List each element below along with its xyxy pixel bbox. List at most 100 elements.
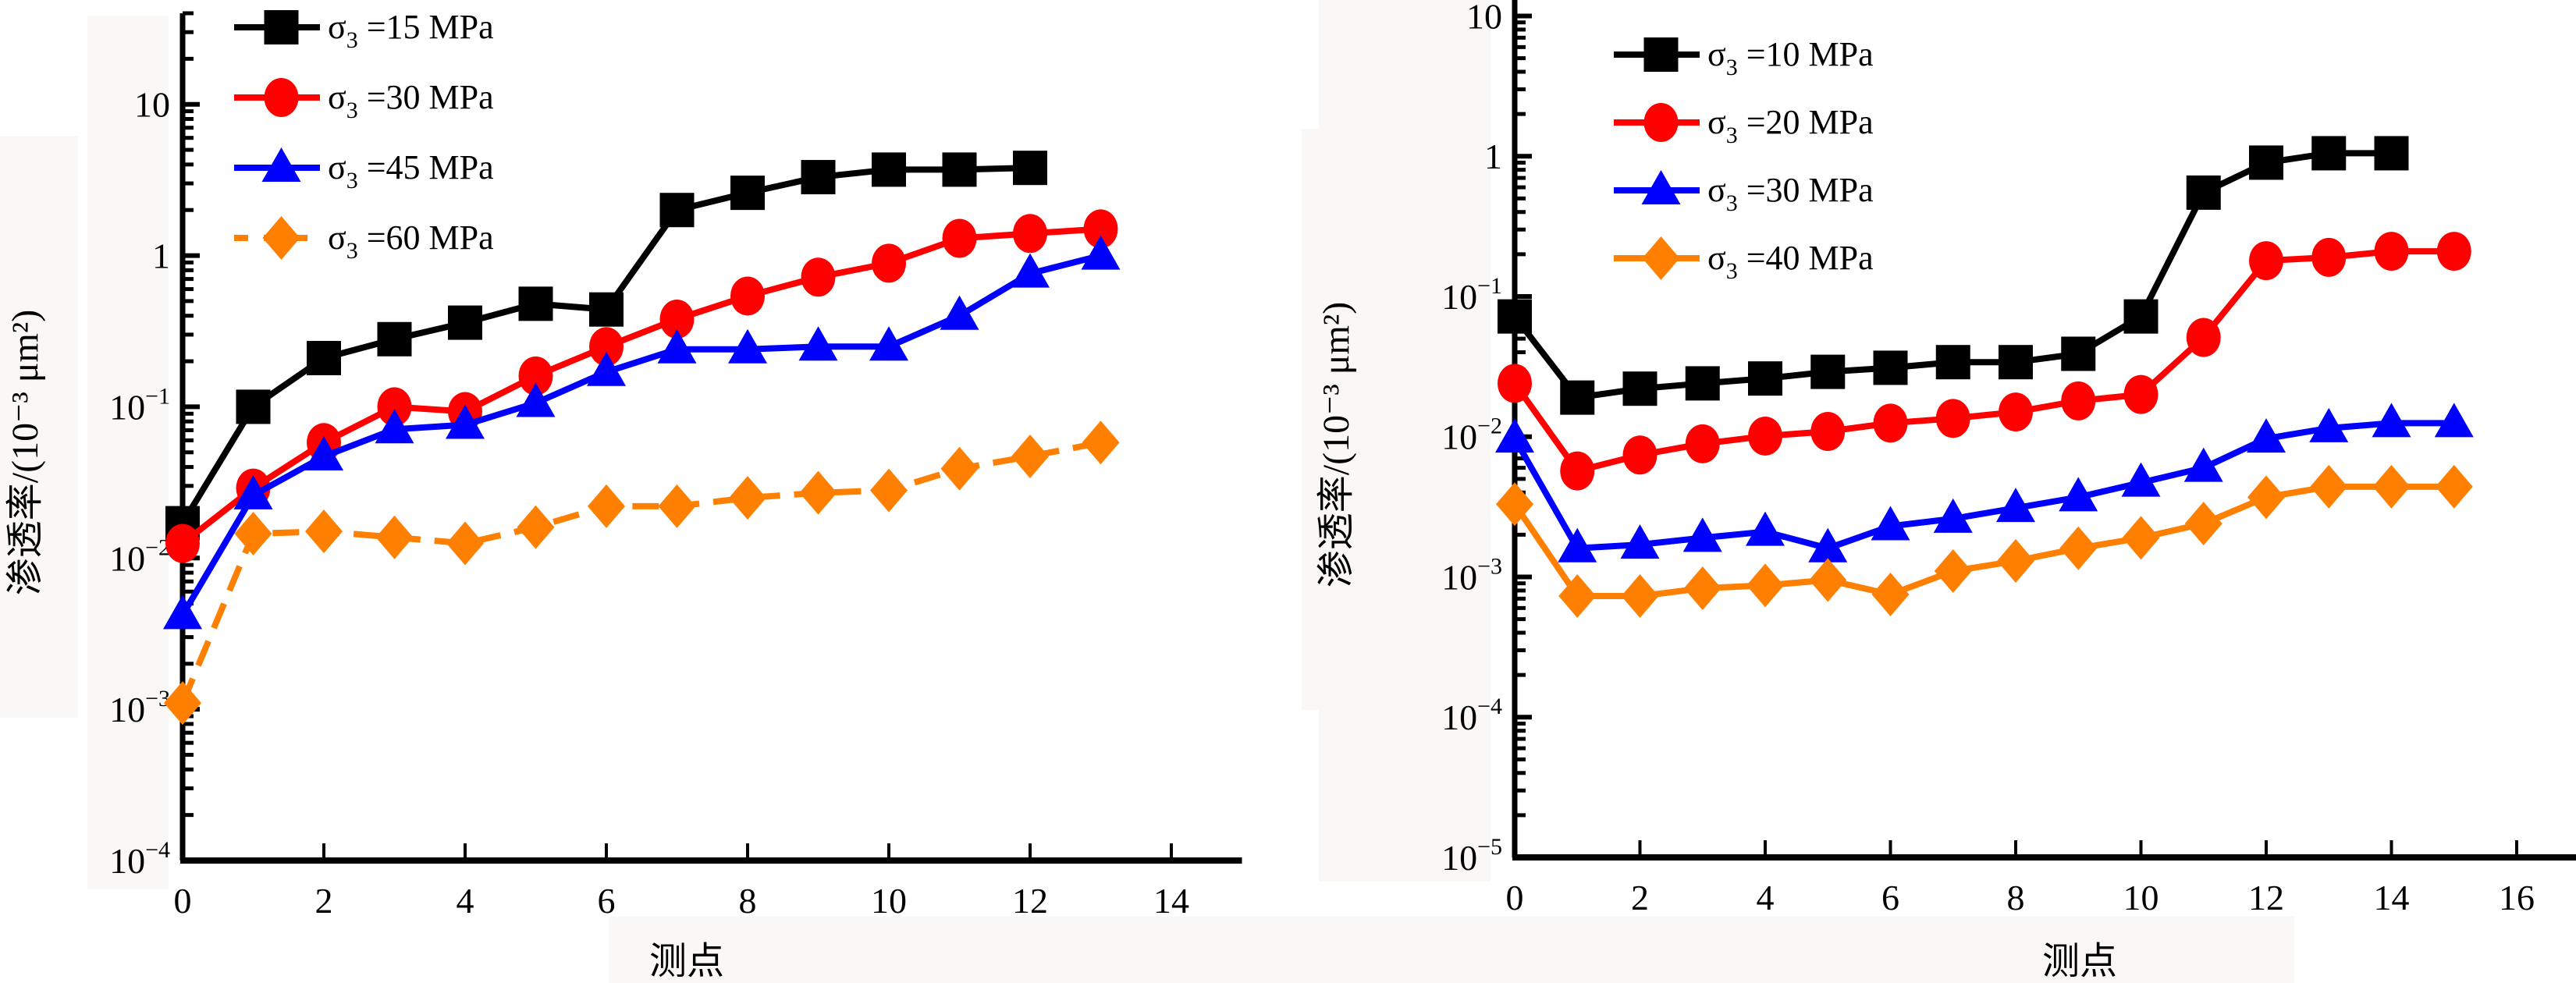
legend-marker — [262, 216, 300, 260]
data-point — [446, 404, 485, 439]
data-point — [2247, 475, 2285, 520]
y-axis-title: 渗透率/(10⁻³ μm²) — [1316, 302, 1357, 588]
data-point — [2372, 403, 2411, 438]
data-point — [2061, 381, 2096, 421]
data-point — [305, 509, 343, 554]
legend-item: σ3 =30 MPa — [234, 78, 494, 123]
series-3 — [163, 235, 1121, 630]
data-point — [2183, 447, 2223, 482]
data-point — [801, 160, 836, 195]
data-point — [1083, 209, 1118, 249]
legend-item: σ3 =40 MPa — [1614, 236, 1874, 284]
data-point — [1999, 392, 2033, 432]
x-tick-label: 10 — [871, 881, 907, 921]
data-point — [1871, 506, 1910, 541]
y-tick-label: 10−1 — [1441, 273, 1502, 317]
data-point — [2309, 407, 2349, 442]
x-axis-title: 测点 — [649, 941, 724, 982]
data-point — [1682, 517, 1722, 552]
legend-marker — [1643, 103, 1679, 142]
data-point — [588, 484, 625, 528]
data-point — [1622, 435, 1658, 475]
data-point — [1622, 371, 1658, 406]
data-point — [2374, 232, 2409, 271]
y-tick-label: 10−2 — [1441, 413, 1502, 457]
legend-label: σ3 =40 MPa — [1707, 239, 1874, 284]
data-point — [1560, 451, 1595, 491]
legend-marker — [1642, 236, 1680, 280]
data-point — [1871, 572, 1910, 616]
y-tick-label: 10−1 — [109, 383, 170, 427]
data-point — [1498, 364, 1532, 403]
data-point — [1996, 488, 2035, 523]
y-tick-label: 10−3 — [109, 686, 170, 729]
data-point — [375, 515, 414, 559]
legend-item: σ3 =60 MPa — [234, 216, 494, 264]
data-point — [2061, 336, 2096, 371]
data-point — [518, 356, 553, 396]
x-tick-label: 6 — [598, 881, 616, 921]
data-point — [1685, 424, 1720, 463]
data-point — [377, 387, 412, 427]
data-point — [589, 327, 624, 367]
data-point — [1746, 563, 1784, 608]
x-tick-label: 8 — [739, 881, 757, 921]
series-line — [1512, 248, 2454, 474]
data-point — [1873, 350, 1908, 385]
x-tick-label: 2 — [315, 881, 333, 921]
series-line — [1512, 420, 2454, 552]
x-tick-label: 4 — [457, 881, 474, 921]
data-point — [1999, 345, 2033, 380]
data-point — [1495, 418, 1534, 453]
data-point — [1746, 511, 1785, 546]
data-point — [798, 326, 838, 361]
data-point — [2184, 502, 2222, 546]
data-point — [2247, 418, 2286, 453]
data-point — [869, 326, 908, 361]
data-point — [1997, 539, 2034, 584]
data-point — [2436, 232, 2471, 271]
x-axis-title: 测点 — [2042, 941, 2117, 982]
data-point — [872, 152, 906, 187]
x-tick-label: 8 — [2007, 878, 2025, 917]
data-point — [1933, 498, 1973, 533]
data-point — [659, 193, 695, 228]
data-point — [375, 409, 414, 444]
data-point — [1934, 549, 1972, 594]
data-point — [233, 474, 273, 509]
data-point — [307, 340, 341, 375]
data-point — [234, 512, 272, 556]
data-point — [1011, 434, 1049, 478]
y-tick-label: 10−4 — [1441, 694, 1502, 737]
data-point — [1082, 421, 1120, 465]
x-tick-label: 14 — [1153, 881, 1189, 921]
data-point — [1081, 235, 1121, 270]
y-tick-label: 10 — [1466, 0, 1502, 36]
legend-label: σ3 =15 MPa — [328, 8, 494, 53]
x-tick-label: 12 — [2248, 878, 2284, 917]
data-point — [516, 382, 556, 417]
data-point — [1935, 345, 1970, 380]
data-point — [657, 328, 697, 364]
data-point — [2249, 145, 2283, 180]
data-point — [2186, 175, 2221, 210]
x-tick-label: 0 — [174, 881, 192, 921]
y-tick-label: 1 — [1484, 137, 1502, 176]
data-point — [1685, 366, 1720, 401]
legend-label: σ3 =30 MPa — [328, 78, 494, 123]
legend-item: σ3 =45 MPa — [234, 147, 494, 193]
data-point — [164, 681, 201, 726]
legend-item: σ3 =10 MPa — [1614, 35, 1874, 80]
data-point — [730, 176, 765, 211]
data-point — [2311, 237, 2347, 277]
data-point — [659, 300, 695, 339]
data-point — [1935, 399, 1970, 438]
legend-label: σ3 =10 MPa — [1707, 35, 1874, 80]
data-point — [2372, 464, 2411, 509]
x-tick-label: 2 — [1631, 878, 1649, 917]
data-point — [2311, 136, 2347, 171]
data-point — [1011, 253, 1050, 288]
series-line — [180, 225, 1101, 546]
data-point — [448, 305, 482, 340]
